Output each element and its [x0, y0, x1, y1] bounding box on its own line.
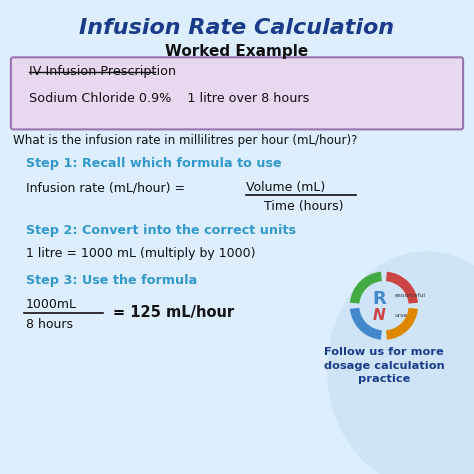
Text: 1 litre = 1000 mL (multiply by 1000): 1 litre = 1000 mL (multiply by 1000)	[26, 247, 255, 260]
Text: N: N	[373, 308, 385, 323]
Wedge shape	[350, 308, 382, 340]
Text: Worked Example: Worked Example	[165, 44, 309, 59]
Text: What is the infusion rate in millilitres per hour (mL/hour)?: What is the infusion rate in millilitres…	[13, 134, 358, 146]
Text: Infusion Rate Calculation: Infusion Rate Calculation	[80, 18, 394, 38]
Wedge shape	[386, 272, 418, 303]
Text: Infusion rate (mL/hour) =: Infusion rate (mL/hour) =	[26, 181, 189, 194]
Text: 8 hours: 8 hours	[26, 318, 73, 330]
Text: IV Infusion Prescription: IV Infusion Prescription	[29, 65, 176, 78]
Text: Sodium Chloride 0.9%    1 litre over 8 hours: Sodium Chloride 0.9% 1 litre over 8 hour…	[29, 92, 310, 105]
Text: Time (hours): Time (hours)	[264, 200, 344, 213]
Text: Follow us for more
dosage calculation
practice: Follow us for more dosage calculation pr…	[324, 347, 444, 384]
FancyBboxPatch shape	[11, 57, 463, 129]
Text: urse: urse	[394, 313, 407, 318]
Text: Step 1: Recall which formula to use: Step 1: Recall which formula to use	[26, 157, 282, 170]
Text: Volume (mL): Volume (mL)	[246, 181, 326, 194]
Ellipse shape	[327, 251, 474, 474]
Text: Step 3: Use the formula: Step 3: Use the formula	[26, 274, 197, 287]
Wedge shape	[350, 272, 382, 303]
Text: R: R	[372, 290, 386, 308]
Text: esourceful: esourceful	[394, 293, 425, 298]
Text: 1000mL: 1000mL	[26, 298, 77, 310]
Wedge shape	[386, 308, 418, 340]
Text: = 125 mL/hour: = 125 mL/hour	[113, 305, 234, 320]
Text: Step 2: Convert into the correct units: Step 2: Convert into the correct units	[26, 224, 296, 237]
